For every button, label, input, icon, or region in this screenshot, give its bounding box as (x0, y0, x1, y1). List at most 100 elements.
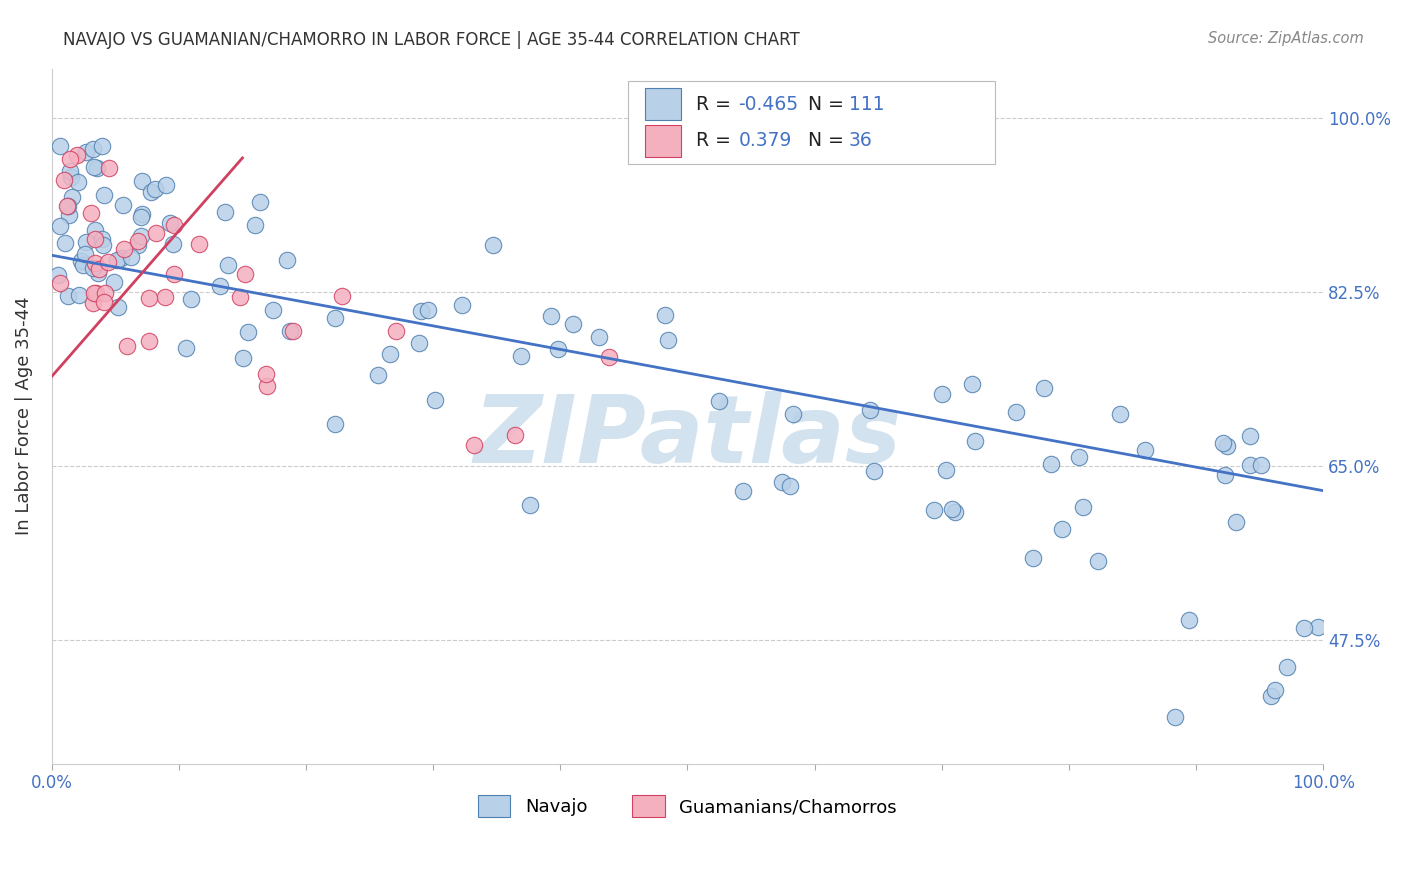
Point (1021, 550, 1043, 565)
Point (657, 333, 679, 347)
Point (519, 498, 541, 512)
Point (1292, 621, 1315, 635)
Point (60, 170, 83, 185)
Point (82, 142, 104, 156)
Point (52, 173, 75, 187)
Text: 111: 111 (849, 95, 884, 113)
Point (139, 185, 162, 199)
Point (1277, 660, 1299, 674)
FancyBboxPatch shape (645, 88, 681, 120)
Point (378, 347, 401, 361)
Point (922, 503, 945, 517)
Point (145, 226, 167, 240)
Point (963, 434, 986, 448)
Point (93, 187, 115, 202)
Point (84, 232, 107, 246)
Point (229, 290, 252, 304)
Point (1067, 450, 1090, 464)
Point (562, 317, 585, 331)
Text: Source: ZipAtlas.com: Source: ZipAtlas.com (1208, 31, 1364, 46)
Point (1109, 407, 1132, 421)
Point (1264, 683, 1286, 698)
Text: ZIPatlas: ZIPatlas (474, 391, 901, 483)
Point (83, 161, 105, 175)
Point (59, 164, 82, 178)
Point (110, 251, 132, 265)
Point (1260, 689, 1282, 703)
Point (1225, 516, 1247, 530)
Point (83, 286, 105, 301)
Text: NAVAJO VS GUAMANIAN/CHAMORRO IN LABOR FORCE | AGE 35-44 CORRELATION CHART: NAVAJO VS GUAMANIAN/CHAMORRO IN LABOR FO… (63, 31, 800, 49)
Point (236, 325, 259, 339)
Point (408, 336, 430, 351)
Point (155, 178, 177, 192)
Point (256, 379, 278, 393)
Point (962, 376, 984, 391)
Point (931, 387, 953, 401)
Point (1239, 429, 1261, 443)
Point (97, 255, 120, 269)
Text: R =: R = (696, 131, 737, 150)
Point (367, 368, 389, 383)
Point (384, 324, 406, 338)
Point (935, 463, 957, 477)
Point (188, 236, 211, 251)
Point (138, 334, 160, 348)
Point (450, 298, 472, 312)
Point (82, 296, 104, 310)
Point (217, 258, 239, 272)
Point (278, 324, 301, 338)
Point (1216, 439, 1239, 453)
Point (75, 145, 97, 160)
Point (1071, 500, 1094, 514)
Point (1032, 381, 1054, 395)
Point (155, 290, 177, 304)
Point (782, 407, 804, 421)
Point (463, 437, 485, 451)
Point (779, 479, 801, 493)
Point (98, 161, 121, 175)
Point (232, 351, 254, 365)
Point (75, 247, 97, 261)
Point (1213, 468, 1236, 483)
Point (93, 295, 115, 310)
Point (127, 238, 149, 252)
Point (249, 195, 271, 210)
Point (48, 219, 70, 234)
Point (86, 161, 108, 176)
Point (1164, 710, 1187, 724)
Point (120, 250, 142, 264)
Point (707, 394, 730, 409)
Point (129, 229, 152, 244)
Point (46, 268, 69, 283)
Point (208, 278, 231, 293)
Point (66, 175, 89, 189)
Point (1250, 458, 1272, 472)
Point (863, 464, 886, 478)
Point (1135, 442, 1157, 457)
Text: N =: N = (808, 131, 851, 150)
Point (67, 287, 90, 301)
Point (127, 234, 149, 248)
Point (60, 190, 83, 204)
Point (503, 427, 526, 442)
Point (56, 199, 79, 213)
Point (1087, 554, 1109, 568)
Y-axis label: In Labor Force | Age 35-44: In Labor Force | Age 35-44 (15, 297, 32, 535)
Point (262, 303, 284, 318)
Point (111, 198, 134, 212)
Point (214, 205, 236, 219)
Point (131, 210, 153, 224)
Point (83, 256, 105, 270)
Text: 36: 36 (849, 131, 873, 150)
Point (49, 138, 72, 153)
Point (94, 286, 117, 301)
Point (112, 243, 135, 257)
Point (69, 254, 91, 268)
Point (56, 289, 79, 303)
Point (481, 238, 503, 252)
Point (1212, 435, 1234, 450)
FancyBboxPatch shape (627, 81, 995, 164)
Point (82, 261, 104, 276)
Point (176, 341, 198, 355)
